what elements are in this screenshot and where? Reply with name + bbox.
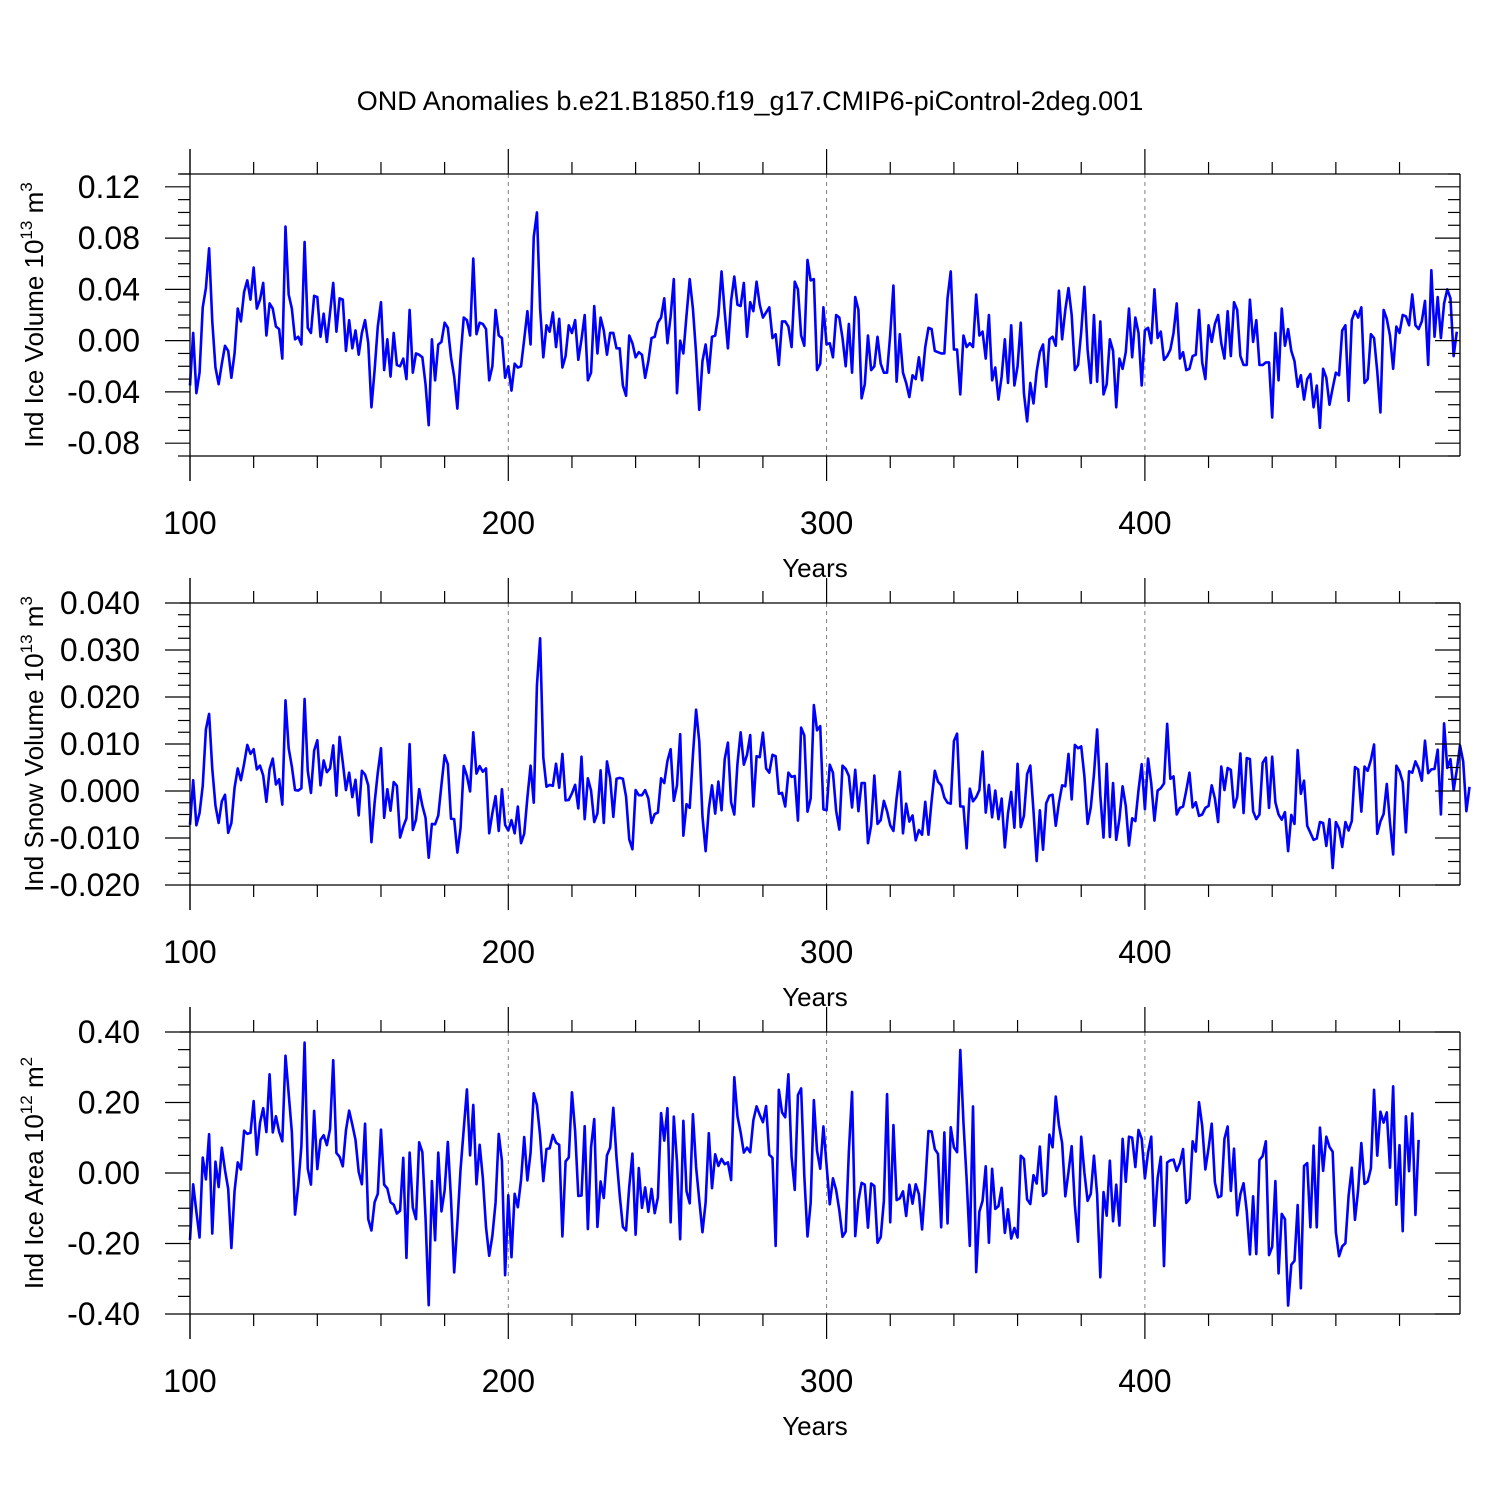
series-line — [188, 211, 1459, 430]
y-axis-label-superscript: 13 — [17, 634, 36, 653]
x-tick-label: 200 — [482, 934, 535, 970]
y-axis-label-text: Ind Snow Volume 10 — [19, 653, 49, 892]
x-tick-label: 200 — [482, 505, 535, 541]
x-tick-label: 100 — [163, 1363, 216, 1399]
y-tick-label: -0.020 — [49, 867, 140, 903]
x-tick-label: 300 — [800, 505, 853, 541]
y-tick-label: 0.04 — [78, 271, 140, 307]
y-tick-label: -0.08 — [67, 425, 140, 461]
y-tick-label: 0.40 — [78, 1014, 140, 1050]
panel-3: 100 200 300 400 -0.40 -0.20 0.00 0.20 0.40 Years I… — [17, 1007, 1461, 1441]
y-tick-label: 0.020 — [60, 679, 140, 715]
x-tick-label: 200 — [482, 1363, 535, 1399]
page-title: OND Anomalies b.e21.B1850.f19_g17.CMIP6-… — [356, 86, 1144, 116]
x-tick-label: 300 — [800, 1363, 853, 1399]
y-axis-label-text: Ind Ice Area 10 — [19, 1114, 49, 1289]
x-tick-label: 400 — [1118, 505, 1171, 541]
panel-2: 100 200 300 400 -0.020 -0.010 0.000 0.010 0.020 0… — [17, 578, 1471, 1012]
y-axis-label-superscript: 2 — [17, 1057, 36, 1066]
y-tick-label: 0.12 — [78, 169, 140, 205]
x-tick-label: 400 — [1118, 934, 1171, 970]
y-tick-label: 0.030 — [60, 632, 140, 668]
y-tick-label: 0.08 — [78, 220, 140, 256]
y-tick-label: -0.20 — [67, 1226, 140, 1262]
x-axis-label: Years — [782, 1411, 848, 1441]
x-tick-label: 100 — [163, 505, 216, 541]
y-axis-label-superscript: 13 — [17, 221, 36, 240]
y-axis-label-text: m — [19, 606, 49, 635]
x-tick-label: 100 — [163, 934, 216, 970]
y-axis-label: Ind Snow Volume 1013 m3 — [17, 596, 49, 892]
y-axis-label: Ind Ice Volume 1013 m3 — [17, 182, 49, 447]
y-axis-label-text: m — [19, 192, 49, 221]
y-tick-label: 0.000 — [60, 773, 140, 809]
y-axis-label: Ind Ice Area 1012 m2 — [17, 1057, 49, 1289]
panel-1: 100 200 300 400 -0.08 -0.04 0.00 0.04 0.08 0.12 Ye… — [17, 149, 1461, 583]
y-tick-label: 0.20 — [78, 1085, 140, 1121]
y-tick-label: -0.010 — [49, 820, 140, 856]
y-tick-label: 0.010 — [60, 726, 140, 762]
y-tick-label: 0.040 — [60, 585, 140, 621]
y-tick-label: 0.00 — [78, 323, 140, 359]
x-tick-label: 400 — [1118, 1363, 1171, 1399]
y-axis-label-text: m — [19, 1066, 49, 1095]
x-tick-label: 300 — [800, 934, 853, 970]
y-tick-label: -0.04 — [67, 374, 140, 410]
y-axis-label-superscript: 12 — [17, 1095, 36, 1114]
y-axis-label-text: Ind Ice Volume 10 — [19, 240, 49, 448]
y-axis-label-superscript: 3 — [17, 182, 36, 191]
y-axis-label-superscript: 3 — [17, 596, 36, 605]
y-tick-label: -0.40 — [67, 1296, 140, 1332]
series-line — [188, 1041, 1420, 1307]
y-tick-label: 0.00 — [78, 1155, 140, 1191]
x-axis-label: Years — [782, 982, 848, 1012]
x-axis-label: Years — [782, 553, 848, 583]
series-line — [188, 636, 1471, 870]
